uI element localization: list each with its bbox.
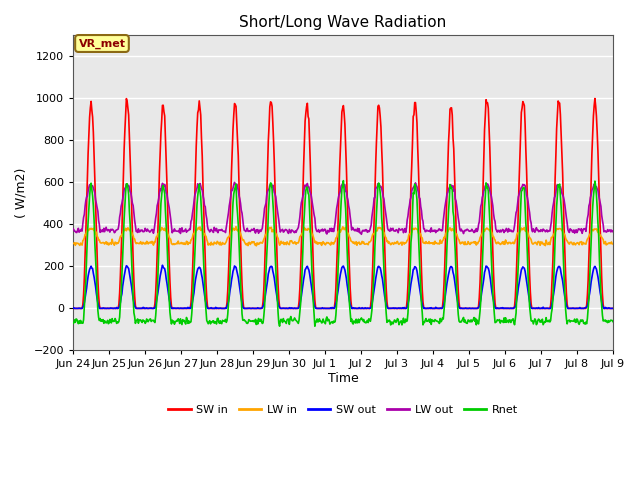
LW in bbox=[189, 231, 197, 237]
SW in bbox=[591, 96, 599, 101]
SW in bbox=[218, 306, 225, 312]
LW in bbox=[426, 241, 433, 247]
Legend: SW in, LW in, SW out, LW out, Rnet: SW in, LW in, SW out, LW out, Rnet bbox=[164, 400, 522, 419]
LW in bbox=[410, 227, 418, 232]
SW out bbox=[159, 263, 166, 268]
LW in bbox=[79, 238, 86, 243]
Title: Short/Long Wave Radiation: Short/Long Wave Radiation bbox=[239, 15, 447, 30]
Rnet bbox=[410, 191, 418, 197]
X-axis label: Time: Time bbox=[328, 372, 358, 385]
Rnet bbox=[69, 321, 77, 326]
SW out bbox=[80, 302, 88, 308]
Line: LW out: LW out bbox=[73, 182, 613, 234]
LW in bbox=[252, 243, 260, 249]
LW out bbox=[189, 205, 197, 211]
SW in bbox=[408, 141, 416, 146]
Y-axis label: ( W/m2): ( W/m2) bbox=[15, 168, 28, 218]
Rnet bbox=[189, 285, 197, 290]
LW in bbox=[134, 240, 142, 246]
SW out bbox=[69, 305, 77, 311]
LW out bbox=[609, 228, 617, 234]
LW out bbox=[69, 226, 77, 232]
Line: SW out: SW out bbox=[73, 265, 613, 309]
LW out bbox=[410, 183, 418, 189]
LW in bbox=[218, 242, 225, 248]
SW in bbox=[189, 248, 197, 254]
LW in bbox=[232, 224, 240, 229]
SW out bbox=[220, 305, 227, 311]
Rnet bbox=[340, 178, 348, 183]
Rnet bbox=[311, 324, 319, 329]
Line: Rnet: Rnet bbox=[73, 180, 613, 326]
Text: VR_met: VR_met bbox=[79, 38, 125, 48]
LW in bbox=[609, 241, 617, 247]
LW out bbox=[358, 231, 365, 237]
Rnet bbox=[218, 321, 225, 326]
LW out bbox=[426, 228, 433, 233]
SW out bbox=[609, 305, 617, 311]
SW out bbox=[191, 283, 198, 288]
LW out bbox=[134, 226, 142, 232]
SW out bbox=[71, 306, 79, 312]
Line: SW in: SW in bbox=[73, 98, 613, 309]
Rnet bbox=[609, 319, 617, 324]
SW in bbox=[69, 306, 77, 312]
SW in bbox=[79, 302, 86, 308]
LW in bbox=[69, 240, 77, 246]
Line: LW in: LW in bbox=[73, 227, 613, 246]
Rnet bbox=[134, 320, 142, 326]
SW out bbox=[410, 266, 418, 272]
LW out bbox=[79, 220, 86, 226]
SW in bbox=[609, 306, 617, 312]
SW out bbox=[135, 306, 143, 312]
LW out bbox=[230, 180, 238, 185]
LW out bbox=[218, 227, 225, 232]
Rnet bbox=[79, 320, 86, 326]
Rnet bbox=[426, 319, 433, 325]
SW out bbox=[426, 305, 433, 311]
SW in bbox=[424, 306, 432, 312]
SW in bbox=[134, 306, 142, 312]
